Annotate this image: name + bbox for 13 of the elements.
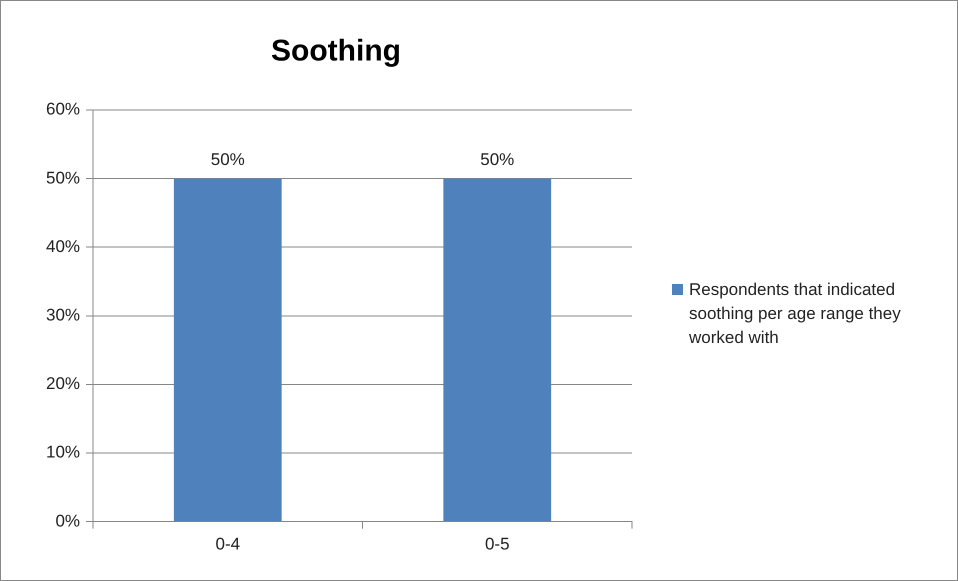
y-tick-label: 50% [46, 168, 80, 188]
y-tick-label: 20% [46, 374, 80, 394]
chart-title: Soothing [271, 34, 401, 68]
y-tick-label: 0% [55, 511, 80, 530]
y-tick-label: 60% [46, 100, 80, 119]
data-label: 50% [480, 150, 514, 169]
x-tick-label: 0-5 [484, 534, 510, 554]
legend-label: Respondents that indicated soothing per age range they worked with [689, 279, 902, 349]
y-tick-label: 40% [46, 236, 80, 256]
y-tick-label: 30% [46, 305, 80, 324]
x-tick-label: 0-4 [215, 534, 240, 554]
data-label: 50% [210, 150, 245, 169]
y-tick-label: 10% [46, 442, 80, 462]
